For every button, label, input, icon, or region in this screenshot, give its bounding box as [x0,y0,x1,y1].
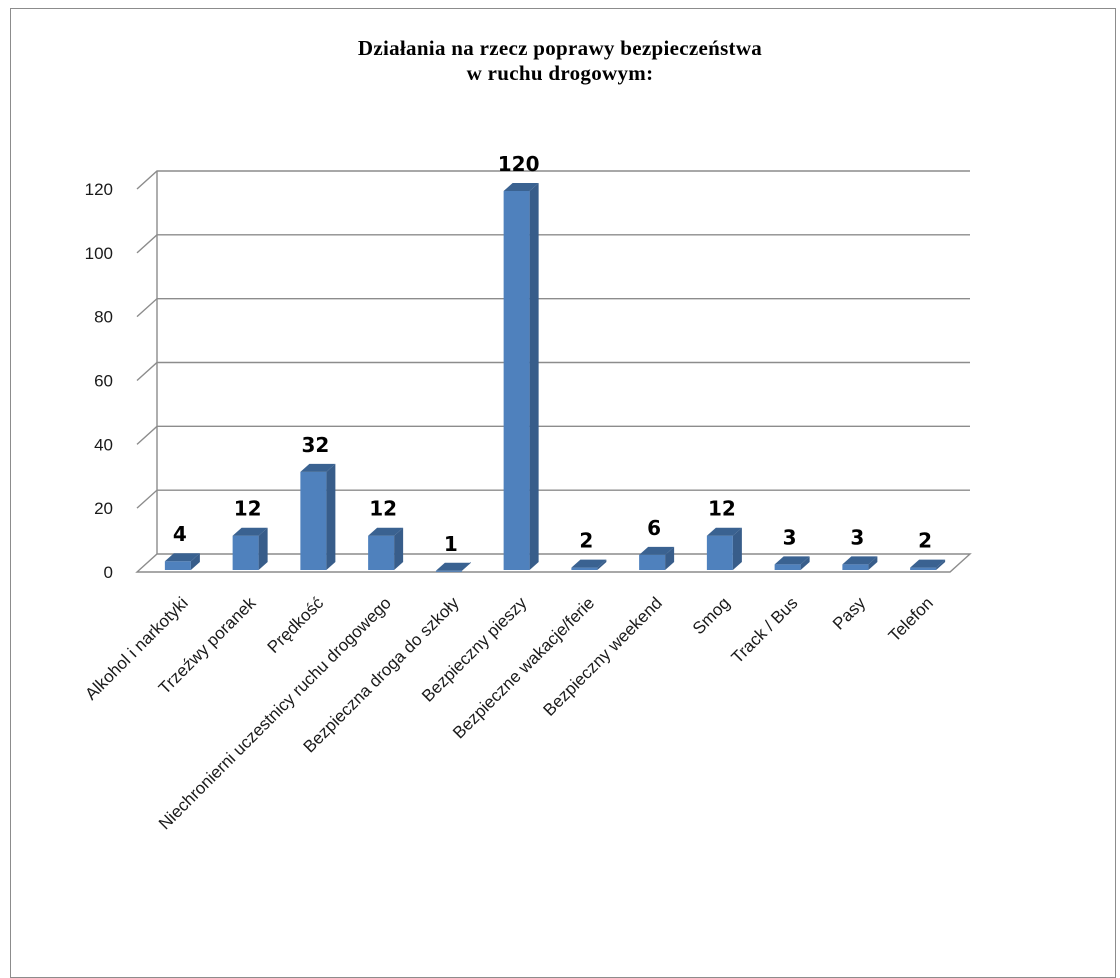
bar-top [300,463,336,472]
x-category-label: Track / Bus [728,593,802,667]
x-category-label: Bezpieczne wakacje/ferie [449,593,598,742]
bar-top [164,553,200,562]
bar-front [639,554,666,570]
chart-title-line-2: w ruchu drogowym: [466,61,654,85]
bar-side [326,463,336,570]
bar-side [529,183,539,570]
bar [571,559,607,570]
gridline [136,489,970,509]
bar-front [232,535,259,570]
data-label: 4 [173,522,187,546]
bar-top [842,556,878,565]
gridline [136,361,970,382]
bar [368,527,404,570]
bar [842,556,878,570]
bar [300,463,336,570]
bar [503,183,539,570]
bar-side [258,527,268,570]
data-label: 32 [301,433,329,457]
gridline [136,234,970,254]
y-tick-label: 20 [94,499,113,518]
x-category-label: Bezpieczny weekend [540,593,666,719]
data-label: 3 [850,525,864,549]
x-category-label: Telefon [885,593,937,645]
y-tick-label: 60 [94,372,113,391]
data-label: 3 [783,525,797,549]
chart-floor [135,553,972,573]
y-tick-label: 100 [85,244,113,263]
gridline [136,297,970,318]
x-category-label: Niechronierni uczestnicy ruchu drogowego [155,593,395,833]
x-category-label: Pasy [829,593,870,634]
bar-side [800,556,810,570]
bar [910,559,946,570]
data-label: 12 [369,497,397,521]
bar-front [300,471,327,570]
bar-front [368,535,395,570]
bar [435,562,471,572]
bar-top [368,527,404,536]
bar-front [842,564,869,570]
bar-top [706,527,742,536]
data-label: 2 [579,529,593,553]
data-label: 1 [444,532,458,556]
bar [639,546,675,570]
x-category-label: Prędkość [264,593,328,657]
bar-front [503,191,530,570]
y-tick-label: 40 [94,435,113,454]
chart-title: Działania na rzecz poprawy bezpieczeństw… [0,36,1120,86]
bars [164,183,946,572]
y-tick-label: 80 [94,308,113,327]
bar-top [571,559,607,568]
data-label: 6 [647,516,661,540]
bar-front [571,567,598,570]
y-tick-label: 120 [85,180,113,199]
data-label: 120 [498,152,540,176]
bar-top [910,559,946,568]
gridline [136,170,970,190]
bar-side [190,553,200,570]
bar [706,527,742,570]
bar [232,527,268,570]
data-label: 12 [708,497,736,521]
chart-frame [10,8,1116,978]
bar-top [435,562,471,571]
data-label: 2 [918,529,932,553]
gridlines [135,170,972,573]
bar-side [665,546,675,570]
bar-top [774,556,810,565]
bar [774,556,810,570]
bar-front [910,567,937,570]
bar-side [868,556,878,570]
data-label: 12 [234,497,262,521]
bar-side [936,559,946,570]
bar-top [503,183,539,191]
y-tick-label: 0 [104,563,113,582]
bar-side [732,527,742,570]
bar-front [774,564,801,570]
x-category-label: Smog [689,593,734,638]
bar-side [394,527,404,570]
y-axis-ticks: 0 20 40 60 80 100 120 [85,180,113,582]
bar-front [706,535,733,570]
bar-front [435,570,462,572]
bar-top [639,546,675,555]
bar-side [597,559,607,570]
bar [164,553,200,570]
bar-top [232,527,268,536]
gridline [136,425,970,445]
bar-front [164,561,191,570]
chart-title-line-1: Działania na rzecz poprawy bezpieczeństw… [357,36,763,60]
